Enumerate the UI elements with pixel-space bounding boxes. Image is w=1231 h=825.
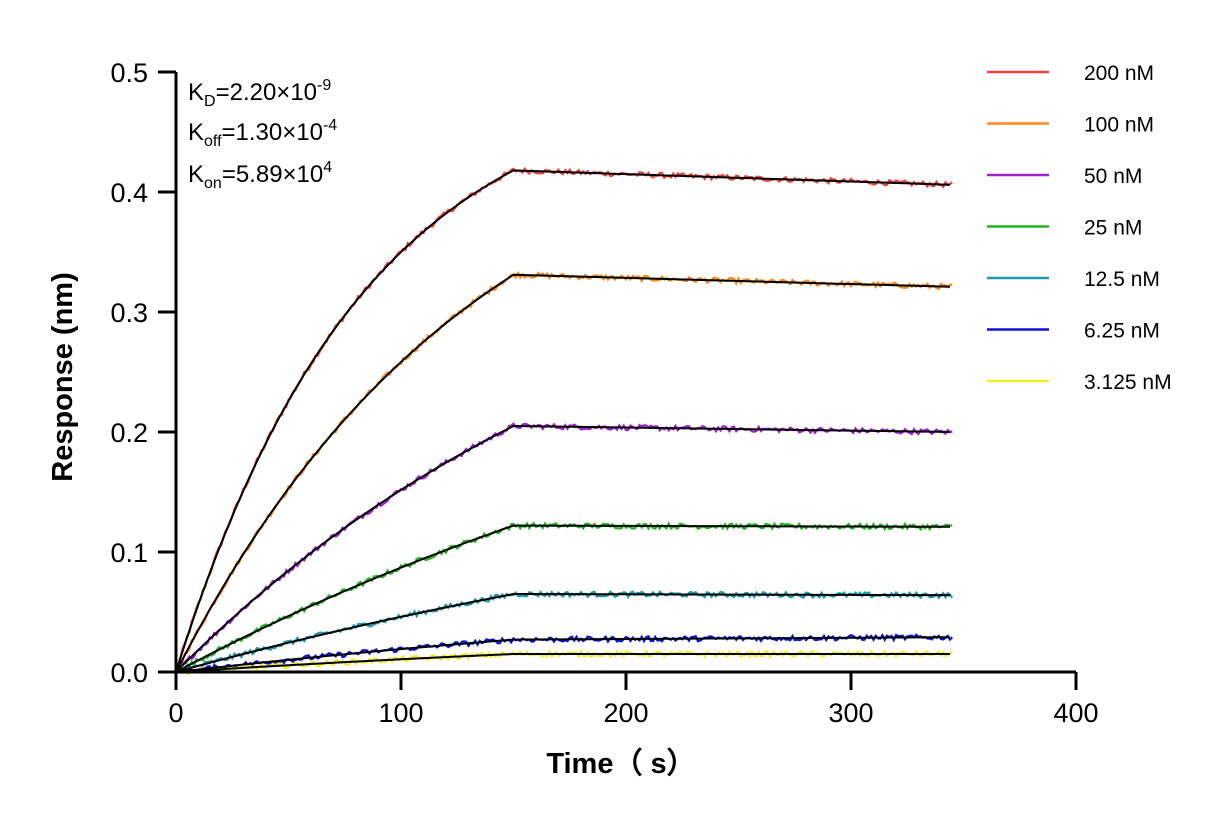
legend-label: 50 nM xyxy=(1084,165,1142,188)
kon-annotation: Kon=5.89×104 xyxy=(188,159,332,192)
legend-label: 12.5 nM xyxy=(1084,268,1160,291)
fit-line xyxy=(175,653,950,673)
legend-label: 200 nM xyxy=(1084,62,1154,85)
legend-label: 6.25 nM xyxy=(1084,320,1160,343)
y-tick-label: 0.4 xyxy=(110,178,148,208)
x-tick-label: 0 xyxy=(168,698,183,728)
x-axis-title: Time（ s） xyxy=(546,747,695,780)
x-tick-label: 100 xyxy=(378,698,423,728)
fit-line xyxy=(175,592,951,673)
legend: 200 nM 100 nM 50 nM 25 nM 12.5 nM 6.25 nM 3.12… xyxy=(987,62,1172,394)
fit-line xyxy=(175,424,951,673)
series-group xyxy=(174,166,954,676)
koff-annotation: Koff=1.30×10-4 xyxy=(188,117,337,150)
y-tick-label: 0.2 xyxy=(110,418,148,448)
kinetic-constants: KD=2.20×10-9 Koff=1.30×10-4 Kon=5.89×104 xyxy=(188,77,337,192)
x-tick-label: 300 xyxy=(828,698,873,728)
series-line xyxy=(175,270,953,673)
fit-line xyxy=(175,273,951,673)
series-line xyxy=(175,521,953,673)
y-axis-title: Response (nm) xyxy=(47,272,79,481)
legend-label: 3.125 nM xyxy=(1084,371,1172,394)
x-tick-label: 200 xyxy=(603,698,648,728)
legend-label: 25 nM xyxy=(1084,217,1142,240)
legend-label: 100 nM xyxy=(1084,114,1154,137)
fit-curves xyxy=(175,169,951,673)
fit-line xyxy=(175,169,951,673)
y-tick-label: 0.3 xyxy=(110,298,148,328)
x-tick-label: 400 xyxy=(1053,698,1098,728)
ticks: 0 100 200 300 400 0.0 0.1 0.2 0.3 0.4 0.5 xyxy=(110,58,1098,728)
y-tick-label: 0.5 xyxy=(110,58,148,88)
series-line xyxy=(175,422,953,673)
y-tick-label: 0.1 xyxy=(110,538,148,568)
fit-line xyxy=(175,636,951,673)
y-tick-label: 0.0 xyxy=(110,658,148,688)
fit-line xyxy=(175,524,951,673)
kd-annotation: KD=2.20×10-9 xyxy=(188,77,331,110)
